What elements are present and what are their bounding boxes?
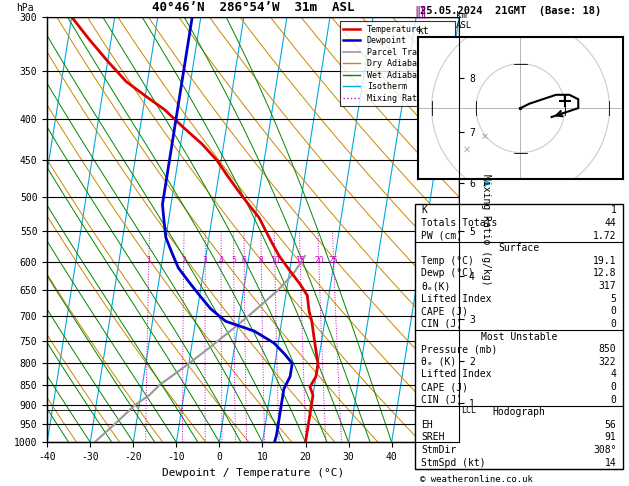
Text: StmDir: StmDir [421, 445, 457, 455]
Y-axis label: Mixing Ratio (g/kg): Mixing Ratio (g/kg) [481, 174, 491, 285]
Text: Temp (°C): Temp (°C) [421, 256, 474, 266]
Text: 14: 14 [604, 458, 616, 468]
Text: 20: 20 [314, 256, 324, 265]
X-axis label: Dewpoint / Temperature (°C): Dewpoint / Temperature (°C) [162, 468, 344, 478]
Text: K: K [421, 206, 427, 215]
Text: CIN (J): CIN (J) [421, 319, 462, 329]
Text: 6: 6 [242, 256, 247, 265]
Text: 19.1: 19.1 [593, 256, 616, 266]
Text: CAPE (J): CAPE (J) [421, 306, 469, 316]
Text: 8: 8 [259, 256, 264, 265]
Text: ✕: ✕ [481, 131, 489, 141]
Text: km
ASL: km ASL [456, 11, 472, 30]
Text: θₑ(K): θₑ(K) [421, 281, 451, 291]
Text: Lifted Index: Lifted Index [421, 294, 492, 304]
Text: Pressure (mb): Pressure (mb) [421, 344, 498, 354]
Text: © weatheronline.co.uk: © weatheronline.co.uk [420, 474, 533, 484]
Text: 1.72: 1.72 [593, 231, 616, 241]
Text: Lifted Index: Lifted Index [421, 369, 492, 380]
Text: 1: 1 [611, 206, 616, 215]
Text: 322: 322 [599, 357, 616, 367]
Text: CIN (J): CIN (J) [421, 395, 462, 405]
Text: CAPE (J): CAPE (J) [421, 382, 469, 392]
Text: Surface: Surface [498, 243, 540, 253]
Text: kt: kt [418, 26, 430, 36]
Text: Dewp (°C): Dewp (°C) [421, 268, 474, 278]
Text: 3: 3 [203, 256, 208, 265]
Text: 91: 91 [604, 433, 616, 442]
Text: 1: 1 [147, 256, 151, 265]
Text: 2: 2 [181, 256, 186, 265]
Text: SREH: SREH [421, 433, 445, 442]
Text: Hodograph: Hodograph [493, 407, 545, 417]
Text: hPa: hPa [16, 3, 34, 13]
Text: 44: 44 [604, 218, 616, 228]
Text: 5: 5 [231, 256, 236, 265]
Title: 40°46’N  286°54’W  31m  ASL: 40°46’N 286°54’W 31m ASL [152, 1, 354, 15]
Text: 0: 0 [611, 306, 616, 316]
Text: 317: 317 [599, 281, 616, 291]
Text: Most Unstable: Most Unstable [481, 331, 557, 342]
Text: 0: 0 [611, 395, 616, 405]
Text: StmSpd (kt): StmSpd (kt) [421, 458, 486, 468]
Text: 25.05.2024  21GMT  (Base: 18): 25.05.2024 21GMT (Base: 18) [420, 6, 601, 16]
Text: 308°: 308° [593, 445, 616, 455]
Text: PW (cm): PW (cm) [421, 231, 462, 241]
Text: 5: 5 [611, 294, 616, 304]
Text: 0: 0 [611, 319, 616, 329]
Text: θₑ (K): θₑ (K) [421, 357, 457, 367]
Text: 10: 10 [270, 256, 280, 265]
Text: 0: 0 [611, 382, 616, 392]
Text: EH: EH [421, 420, 433, 430]
Text: 15: 15 [296, 256, 305, 265]
Text: LCL: LCL [461, 406, 476, 415]
Text: ‖‖: ‖‖ [415, 6, 427, 19]
Text: 4: 4 [611, 369, 616, 380]
Text: 4: 4 [219, 256, 223, 265]
Legend: Temperature, Dewpoint, Parcel Trajectory, Dry Adiabat, Wet Adiabat, Isotherm, Mi: Temperature, Dewpoint, Parcel Trajectory… [340, 21, 455, 106]
Text: 12.8: 12.8 [593, 268, 616, 278]
Text: ✕: ✕ [463, 144, 471, 155]
Text: 850: 850 [599, 344, 616, 354]
Text: Totals Totals: Totals Totals [421, 218, 498, 228]
Text: 25: 25 [329, 256, 338, 265]
FancyBboxPatch shape [415, 204, 623, 469]
Text: 56: 56 [604, 420, 616, 430]
